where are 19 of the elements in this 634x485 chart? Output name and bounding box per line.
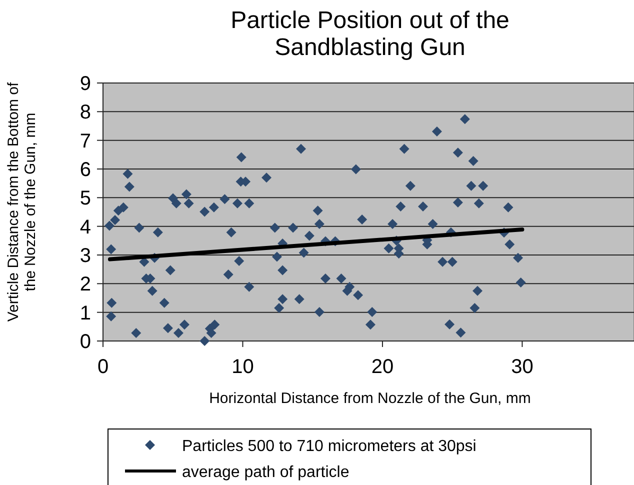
y-tick-label: 4 bbox=[80, 216, 91, 238]
x-tick-label: 30 bbox=[511, 356, 534, 378]
y-tick-label: 5 bbox=[80, 188, 91, 210]
y-axis-title: Verticle Distance from the Bottom of the Nozzle of the Gun, mm bbox=[5, 82, 39, 322]
y-tick-label: 8 bbox=[80, 102, 91, 124]
y-tick-label: 7 bbox=[80, 130, 91, 152]
x-tick-label: 10 bbox=[232, 356, 254, 378]
y-tick-label: 9 bbox=[80, 73, 91, 95]
x-tick-label: 20 bbox=[371, 356, 394, 378]
y-tick-label: 6 bbox=[80, 159, 91, 181]
x-axis-title: Horizontal Distance from Nozzle of the Gun, mm bbox=[209, 390, 531, 407]
x-tick-label: 0 bbox=[97, 356, 109, 378]
legend-label: average path of particle bbox=[182, 464, 350, 481]
y-tick-label: 2 bbox=[80, 274, 91, 296]
chart-title: Particle Position out of the Sandblasting Gun bbox=[230, 7, 510, 61]
y-tick-label: 0 bbox=[80, 331, 91, 353]
legend-label: Particles 500 to 710 micrometers at 30psi bbox=[182, 438, 476, 455]
y-tick-label: 1 bbox=[80, 302, 91, 324]
y-tick-label: 3 bbox=[80, 245, 91, 267]
